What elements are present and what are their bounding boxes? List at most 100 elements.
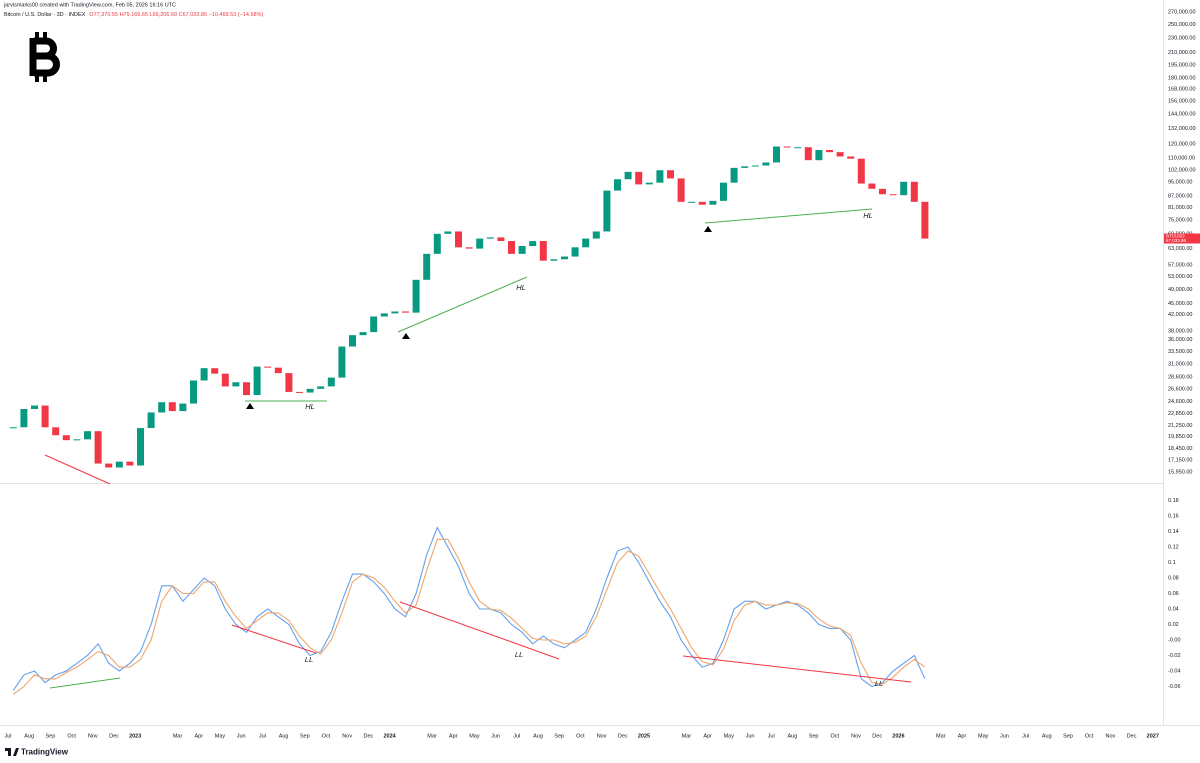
candle (137, 428, 144, 466)
candle (794, 147, 802, 149)
x-tick-label: Apr (195, 733, 204, 739)
candle (455, 231, 462, 248)
y-tick-label: 24,600.00 (1168, 399, 1192, 405)
y-tick-label: 31,000.00 (1168, 361, 1192, 367)
x-tick-label: 2027 (1147, 733, 1159, 739)
y-tick-label: 57,000.00 (1168, 262, 1192, 268)
y-tick-label: 144,000.00 (1168, 112, 1196, 118)
x-tick-label: Oct (1085, 733, 1094, 739)
candle (751, 165, 759, 167)
candle (391, 311, 399, 314)
x-tick-label: Oct (576, 733, 585, 739)
candle (317, 386, 325, 389)
y-tick-label: 63,000.00 (1168, 246, 1192, 252)
candle (84, 431, 91, 440)
y-tick-label: 0.08 (1168, 575, 1179, 581)
candle (561, 256, 568, 260)
y-tick-label: 0.1 (1168, 560, 1176, 566)
price-tag (1164, 233, 1200, 244)
x-tick-label: Sep (1063, 733, 1073, 739)
x-tick-label: Sep (46, 733, 56, 739)
trend-line (399, 601, 560, 660)
candle (709, 200, 717, 205)
candle (529, 241, 537, 247)
price-tag-symbol: BTCUSD (1166, 234, 1185, 239)
x-tick-label: Aug (533, 733, 543, 739)
x-tick-label: Jul (4, 733, 11, 739)
candle (603, 190, 611, 232)
candle (592, 231, 600, 239)
candle (667, 170, 674, 179)
y-tick-label: 270,000.00 (1168, 9, 1196, 15)
credit: jarvismarks00 created with TradingView.c… (3, 2, 176, 8)
candle (698, 201, 706, 205)
candle (73, 439, 81, 441)
annotation: LL (515, 650, 523, 659)
candle (539, 241, 547, 261)
candle (370, 316, 378, 333)
y-tick-label: 0.12 (1168, 544, 1179, 550)
annotation: HL (863, 211, 873, 220)
brand-icon (5, 748, 19, 756)
drawings (44, 208, 912, 689)
candle (889, 194, 897, 196)
candle (571, 247, 579, 257)
y-tick-label: -0.06 (1168, 684, 1181, 690)
x-tick-label: 2025 (638, 733, 650, 739)
y-tick-label: 95,000.00 (1168, 179, 1192, 185)
y-tick-label: 250,000.00 (1168, 22, 1196, 28)
x-tick-label: Apr (449, 733, 458, 739)
x-tick-label: Jun (491, 733, 500, 739)
candle (444, 231, 452, 234)
y-tick-label: 42,000.00 (1168, 312, 1192, 318)
candle (614, 179, 621, 191)
x-tick-label: Dec (872, 733, 882, 739)
trend-line (397, 276, 528, 333)
y-tick-label: 26,600.00 (1168, 386, 1192, 392)
x-tick-label: Aug (1042, 733, 1052, 739)
trend-line (44, 454, 111, 485)
x-tick-label: Apr (703, 733, 712, 739)
candle (921, 201, 929, 239)
x-tick-label: Nov (1106, 733, 1116, 739)
x-tick-label: Oct (831, 733, 840, 739)
candle (730, 167, 738, 183)
candle (433, 233, 441, 254)
y-tick-label: 45,000.00 (1168, 301, 1192, 307)
x-tick-label: May (469, 733, 480, 739)
x-tick-label: 2024 (383, 733, 396, 739)
candle (274, 367, 282, 374)
candle (380, 313, 388, 317)
annotation: HL (305, 402, 315, 411)
marker-triangle (246, 403, 254, 409)
candle (158, 402, 166, 413)
x-tick-label: 2026 (892, 733, 904, 739)
candle (857, 158, 865, 184)
candle (221, 373, 229, 387)
symbol: Bitcoin / U.S. Dollar · 3D · INDEX (4, 12, 86, 18)
candle (20, 408, 28, 428)
candle (327, 377, 335, 387)
candle (423, 253, 431, 280)
candle (868, 183, 876, 189)
x-tick-label: May (215, 733, 226, 739)
candle (200, 368, 208, 381)
candle (836, 152, 844, 157)
annotation: HL (516, 283, 526, 292)
candle (645, 182, 653, 185)
x-tick-label: Jul (768, 733, 775, 739)
x-tick-label: Nov (342, 733, 352, 739)
price-tag-label: 67,033.86 (1166, 238, 1187, 243)
y-tick-label: 75,000.00 (1168, 218, 1192, 224)
y-tick-label: 21,250.00 (1168, 423, 1192, 429)
candle (190, 380, 197, 404)
candle (264, 366, 272, 368)
x-tick-label: Sep (554, 733, 564, 739)
candle (126, 461, 134, 466)
y-tick-label: 0.18 (1168, 498, 1179, 504)
candle (232, 382, 240, 387)
candle (635, 171, 643, 185)
marks: Jul Aug Sep Oct Nov Dec 2023 Mar Apr May Jun Jul Aug… (4, 9, 1200, 739)
